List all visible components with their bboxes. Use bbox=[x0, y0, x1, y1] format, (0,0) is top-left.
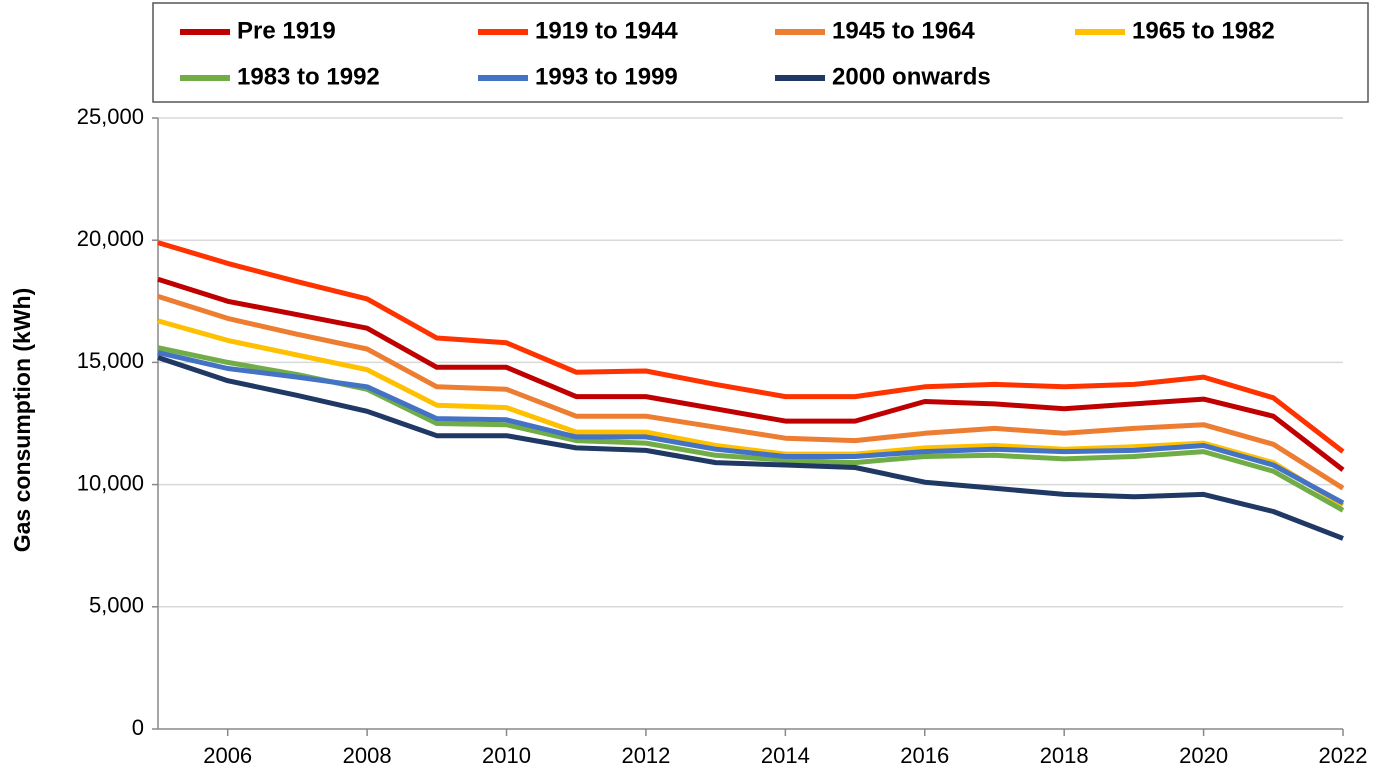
x-tick-label: 2010 bbox=[482, 743, 531, 768]
legend-label: 1993 to 1999 bbox=[535, 63, 678, 90]
x-tick-label: 2016 bbox=[900, 743, 949, 768]
x-tick-label: 2006 bbox=[203, 743, 252, 768]
y-tick-label: 5,000 bbox=[89, 593, 144, 618]
legend-box bbox=[152, 2, 1369, 103]
x-tick-label: 2022 bbox=[1319, 743, 1368, 768]
legend-label: 1965 to 1982 bbox=[1132, 17, 1275, 44]
y-tick-label: 0 bbox=[132, 715, 144, 740]
legend-label: 1983 to 1992 bbox=[237, 63, 380, 90]
series-line bbox=[157, 350, 1345, 506]
y-tick-label: 10,000 bbox=[77, 470, 144, 495]
legend-label: 2000 onwards bbox=[832, 63, 991, 90]
series-line bbox=[157, 276, 1345, 472]
legend-label: Pre 1919 bbox=[237, 17, 336, 44]
y-tick-label: 25,000 bbox=[77, 104, 144, 129]
x-tick-label: 2008 bbox=[343, 743, 392, 768]
x-tick-label: 2012 bbox=[621, 743, 670, 768]
legend-label: 1919 to 1944 bbox=[535, 17, 678, 44]
series-line bbox=[157, 318, 1345, 508]
legend-label: 1945 to 1964 bbox=[832, 17, 975, 44]
series-line bbox=[157, 294, 1345, 491]
series-line bbox=[157, 240, 1345, 454]
y-tick-label: 20,000 bbox=[77, 226, 144, 251]
x-tick-label: 2018 bbox=[1040, 743, 1089, 768]
y-tick-label: 15,000 bbox=[77, 348, 144, 373]
y-axis-label: Gas consumption (kWh) bbox=[9, 288, 35, 553]
x-tick-label: 2014 bbox=[761, 743, 810, 768]
x-tick-label: 2020 bbox=[1179, 743, 1228, 768]
series-line bbox=[157, 355, 1344, 541]
